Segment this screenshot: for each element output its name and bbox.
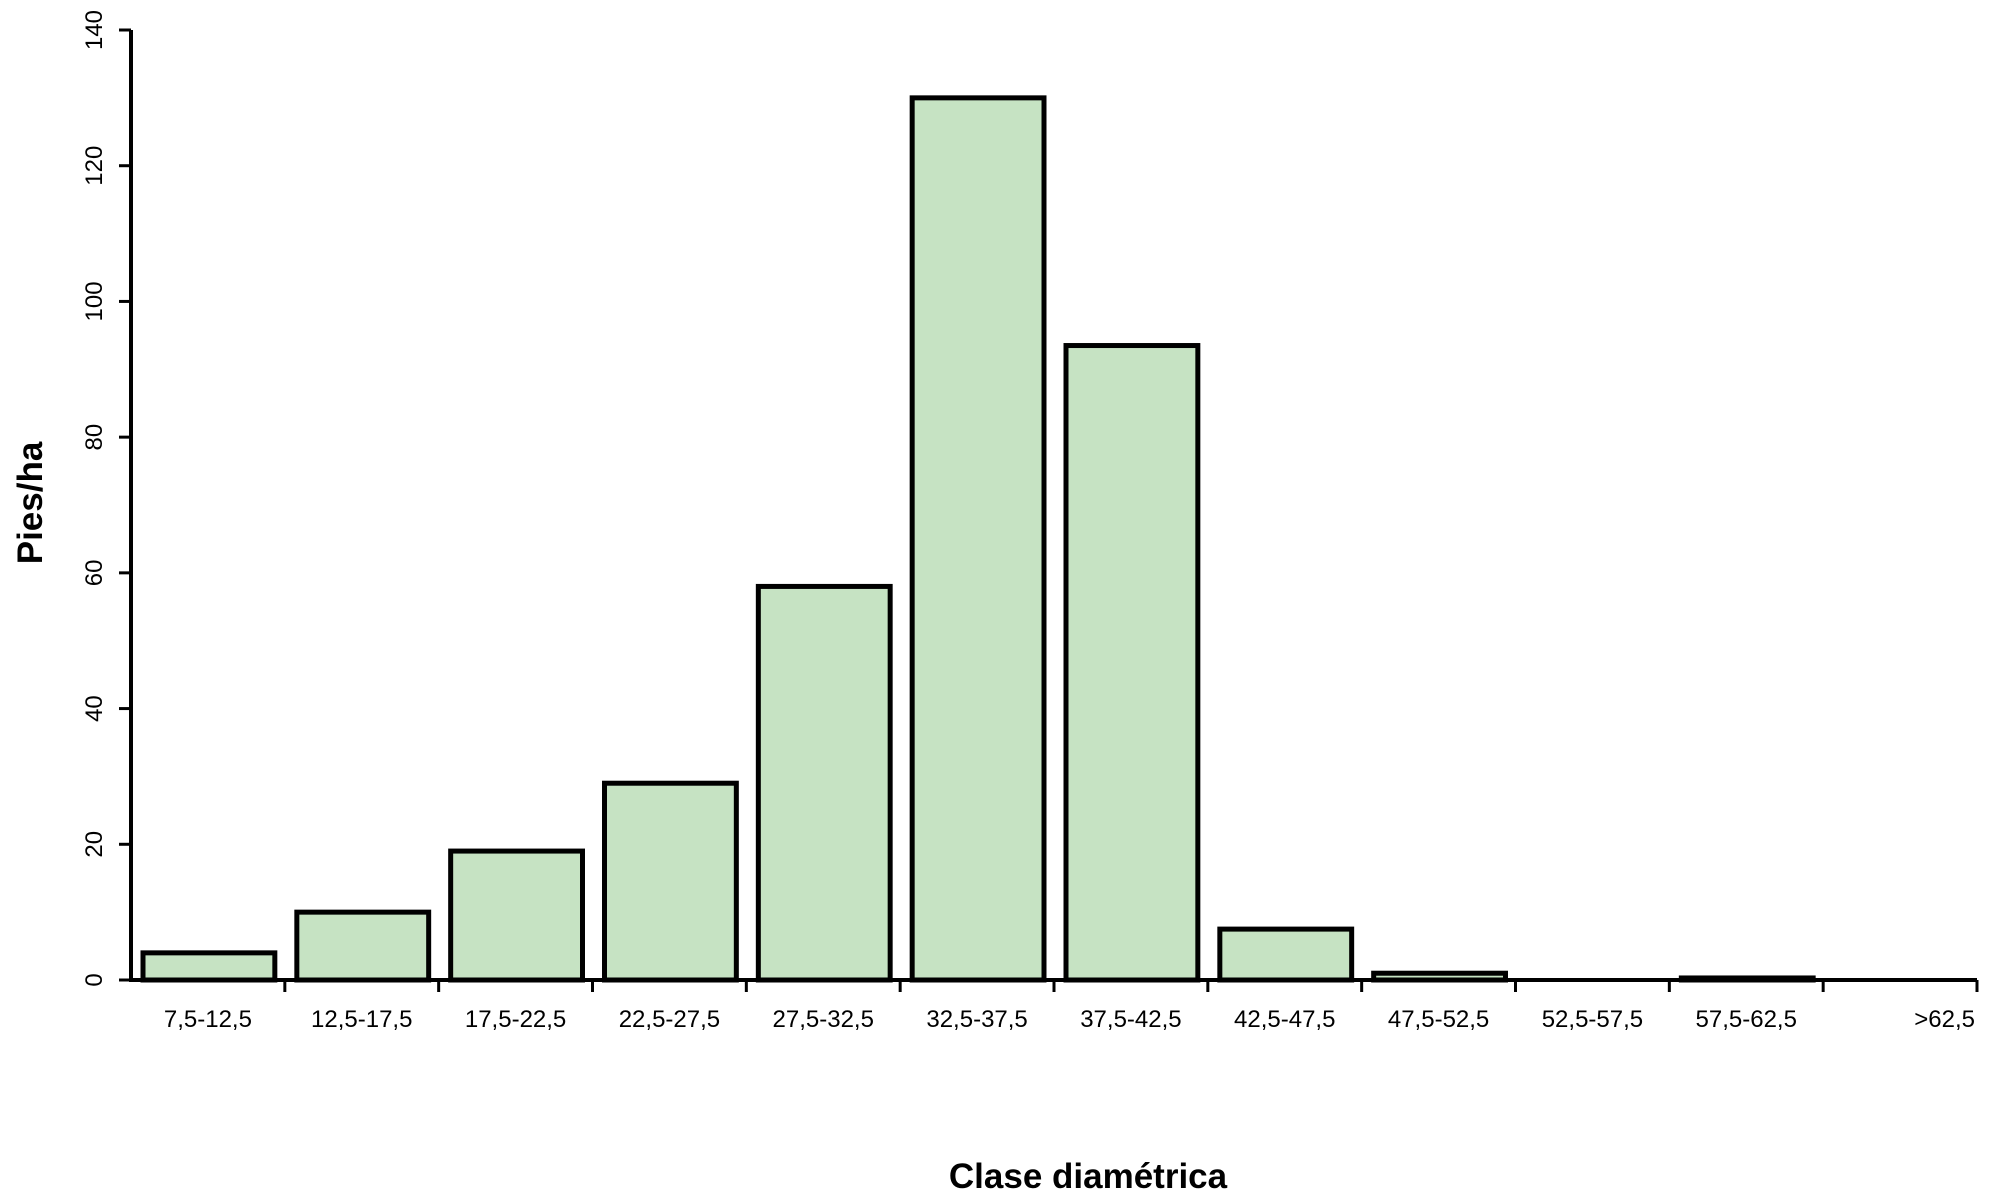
x-tick-label: 52,5-57,5 — [1542, 1006, 1643, 1033]
y-tick-label: 80 — [81, 424, 108, 451]
bars-group — [140, 95, 1816, 983]
bar — [755, 583, 893, 983]
bar — [448, 848, 585, 983]
y-tick-label: 100 — [81, 281, 108, 321]
x-tick-label: 57,5-62,5 — [1696, 1006, 1797, 1033]
x-tick-label: 27,5-32,5 — [773, 1006, 874, 1033]
x-tick-label: 7,5-12,5 — [164, 1006, 252, 1033]
y-tick-label: 60 — [81, 560, 108, 587]
y-tick-label: 120 — [81, 146, 108, 186]
x-tick-label: 12,5-17,5 — [311, 1006, 412, 1033]
x-tick-label: 42,5-47,5 — [1234, 1006, 1335, 1033]
axes-group — [129, 30, 1977, 982]
x-tick-label: 22,5-27,5 — [619, 1006, 720, 1033]
x-tick-label: >62,5 — [1914, 1006, 1975, 1033]
x-tick-label: 47,5-52,5 — [1388, 1006, 1489, 1033]
x-tick-label: 37,5-42,5 — [1080, 1006, 1181, 1033]
x-axis-title: Clase diamétrica — [949, 1157, 1228, 1195]
bar — [1217, 926, 1355, 983]
y-axis-title: Pies/ha — [11, 441, 50, 564]
y-ticks-group: 0 20 40 60 80 100 120 140 — [81, 10, 131, 987]
bar — [909, 95, 1047, 983]
y-tick-label: 140 — [81, 10, 108, 50]
x-tick-label: 32,5-37,5 — [926, 1006, 1027, 1033]
bar — [294, 909, 432, 983]
x-ticks-group: 7,5-12,5 12,5-17,5 17,5-22,5 22,5-27,5 27,5-… — [164, 980, 1979, 1033]
y-tick-label: 20 — [81, 831, 108, 858]
bar — [1063, 343, 1201, 983]
bar — [140, 950, 278, 983]
y-tick-label: 0 — [81, 973, 108, 986]
bar — [602, 780, 739, 983]
y-tick-label: 40 — [81, 695, 108, 722]
x-tick-label: 17,5-22,5 — [465, 1006, 566, 1033]
